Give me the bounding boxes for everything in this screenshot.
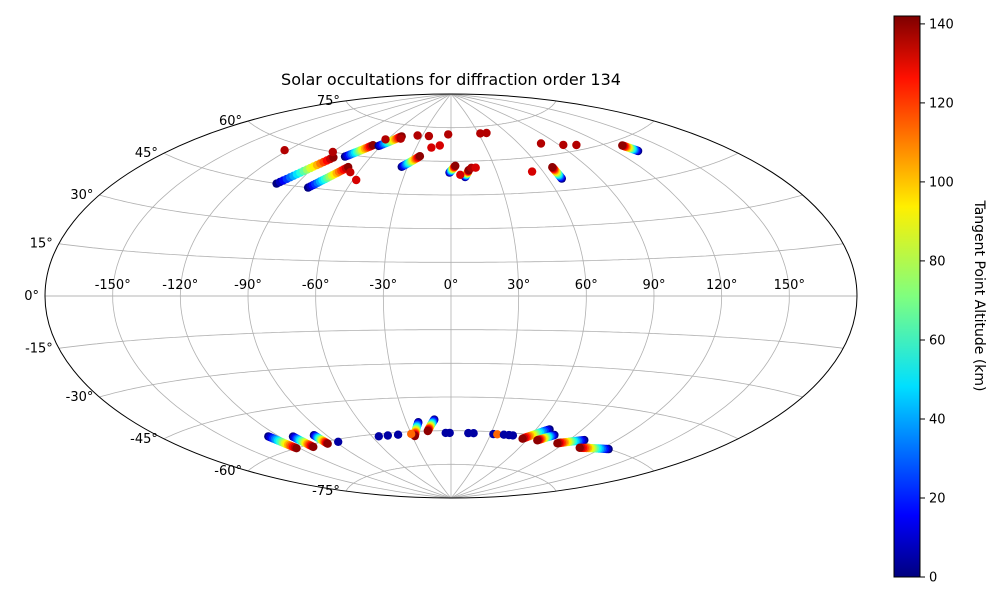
data-point [415,152,425,161]
data-point [407,429,416,439]
data-point [423,426,432,436]
data-point [548,163,557,172]
data-point [292,444,301,453]
colorbar-ticks: 0 20 40 60 80 100 120 140 [920,17,954,586]
data-point [451,161,460,170]
longitude-tick-label: -30° [369,278,397,293]
data-point [374,432,383,441]
data-point [309,442,318,452]
colorbar-label: Tangent Point Altitude (km) [971,199,987,391]
latitude-tick-label: 60° [219,114,242,129]
data-point [444,130,453,139]
data-point [456,170,465,179]
data-point [508,431,518,440]
data-point [435,141,444,150]
data-point [383,431,392,440]
data-point [471,163,480,172]
data-point [323,439,332,448]
data-point [445,428,454,438]
chart-title: Solar occultations for diffraction order… [281,70,621,89]
colorbar-tick-label: 100 [929,175,954,190]
latitude-tick-label: 75° [317,94,340,109]
data-point [536,139,546,148]
data-point [518,434,527,443]
data-point [396,134,405,143]
data-point [482,128,491,138]
data-point [346,168,355,177]
colorbar: 0 20 40 60 80 100 120 140 Tangent Point Altitud… [893,15,987,586]
longitude-tick-label: 0° [444,278,459,293]
latitude-tick-label: -75° [312,484,340,499]
longitude-tick-label: 120° [706,278,737,293]
longitude-gridline [315,94,452,498]
data-point [424,131,434,141]
colorbar-tick-label: 80 [929,254,946,269]
latitude-tick-label: 0° [24,289,39,304]
latitude-tick-label: -15° [25,341,53,356]
data-point [527,167,537,176]
latitude-tick-label: 30° [70,188,93,203]
grid-layer [45,94,857,498]
longitude-tick-label: -150° [95,278,131,293]
latitude-tick-label: 45° [135,146,158,161]
longitude-tick-label: 60° [575,278,598,293]
latitude-tick-label: -60° [214,464,242,479]
longitude-tick-label: -90° [234,278,262,293]
longitude-gridline [112,94,452,498]
data-point [427,143,436,152]
longitude-tick-label: 90° [642,278,665,293]
data-point [413,131,422,140]
data-point [469,429,478,438]
longitude-tick-label: -60° [302,278,330,293]
data-point [280,146,289,155]
data-point [381,135,390,144]
colorbar-tick-label: 0 [929,571,937,586]
data-point [493,430,502,439]
longitude-tick-label: -120° [162,278,198,293]
colorbar-scale [893,15,921,578]
colorbar-tick-label: 120 [929,96,954,111]
colorbar-tick-label: 40 [929,413,946,428]
data-point [476,129,485,138]
longitude-tick-label: 30° [507,278,530,293]
data-point [618,141,627,150]
longitude-tick-label: 150° [774,278,805,293]
data-points-layer [264,128,643,454]
data-point [575,443,584,452]
data-point [328,147,337,157]
data-point [533,436,542,445]
longitude-gridline [450,94,790,498]
latitude-tick-label: 15° [30,237,53,252]
data-point [559,140,568,150]
data-point [334,437,343,446]
colorbar-tick-label: 60 [929,334,946,349]
map-boundary [44,93,858,499]
colorbar-tick-label: 140 [929,17,954,32]
data-point [352,175,361,185]
latitude-tick-label: -30° [66,390,94,405]
colorbar-tick-label: 20 [929,492,946,507]
latitude-tick-label: -45° [130,432,158,447]
data-point [553,439,562,448]
data-point [572,140,581,150]
latitude-tick-labels: 75° 60° 45° 30° 15° 0° -15° -30° -45° -60° -75° [24,94,340,499]
data-point [393,430,403,439]
longitude-tick-labels: -150° -120° -90° -60° -30° 0° 30° 60° 90° 120° 150… [95,278,805,293]
